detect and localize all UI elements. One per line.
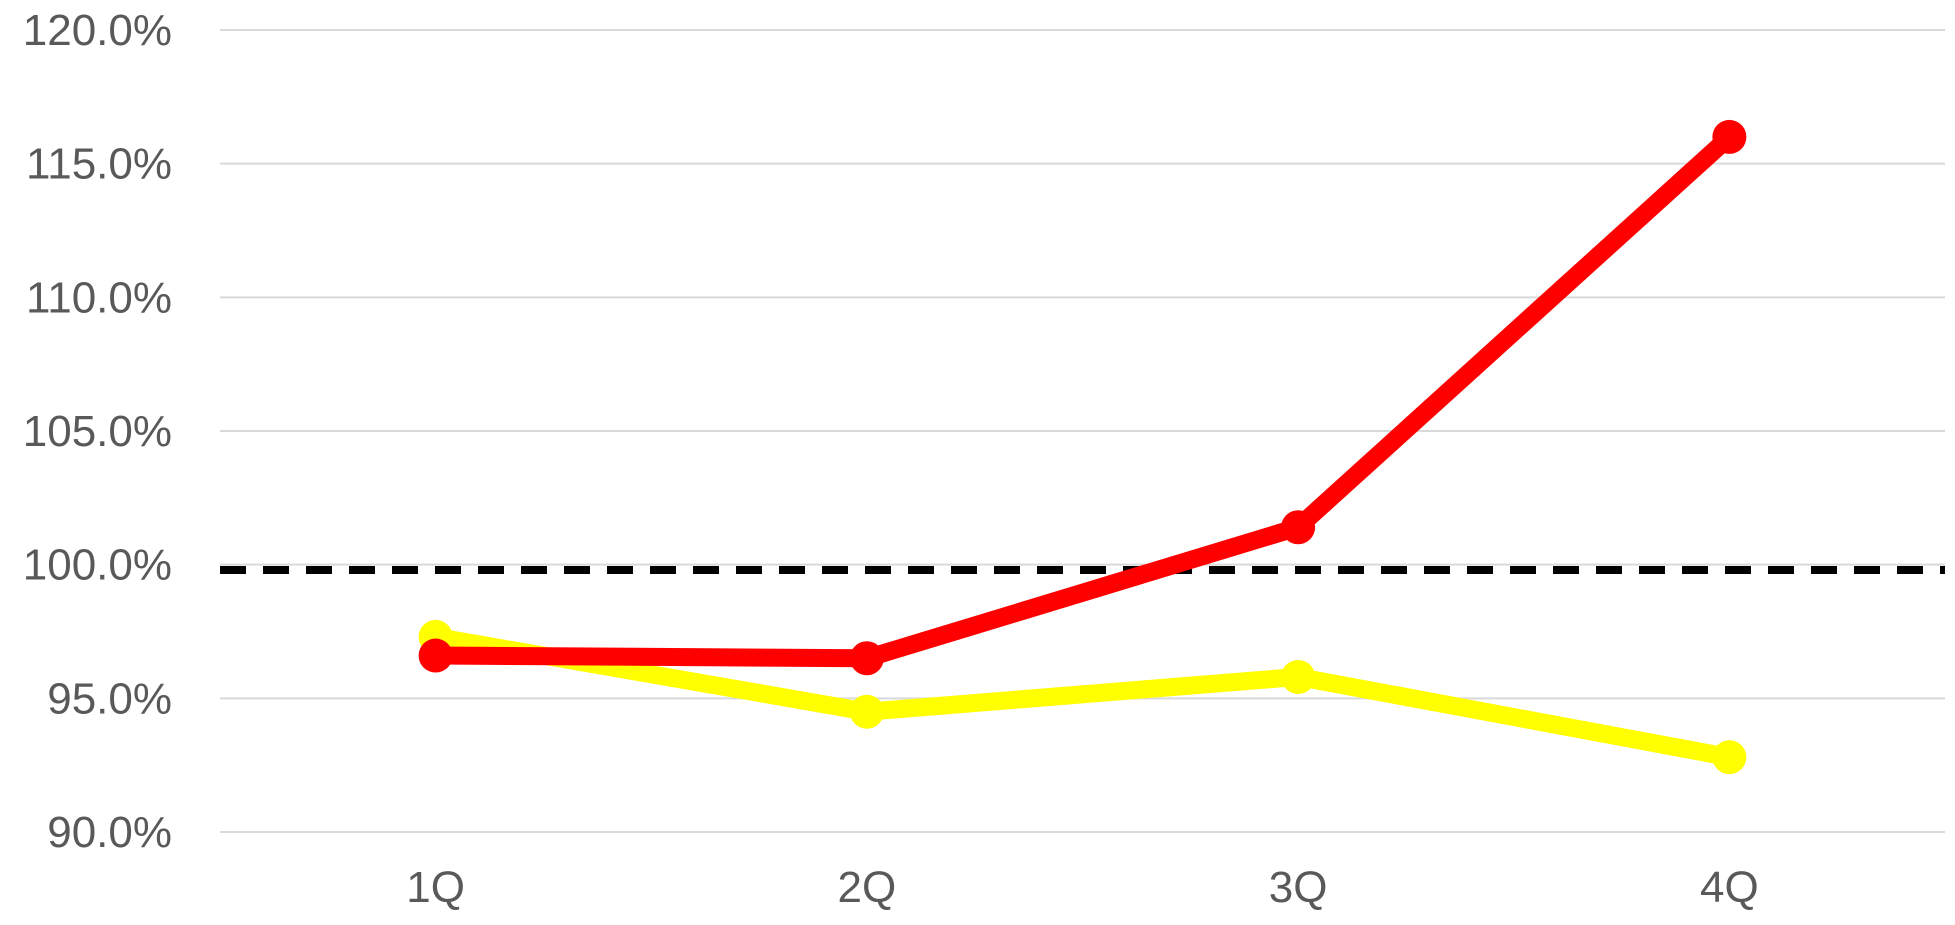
- y-tick-label: 90.0%: [47, 808, 172, 857]
- data-point: [1281, 510, 1316, 545]
- data-point: [1281, 659, 1316, 694]
- x-tick-label: 3Q: [1269, 863, 1328, 912]
- y-tick-label: 105.0%: [23, 407, 172, 456]
- x-tick-label: 2Q: [838, 863, 897, 912]
- data-point: [849, 641, 884, 676]
- series-line: [426, 127, 1739, 668]
- y-tick-label: 95.0%: [47, 674, 172, 723]
- y-tick-label: 120.0%: [23, 6, 172, 55]
- series-line: [426, 627, 1739, 767]
- series-group: [418, 119, 1747, 775]
- x-tick-label: 4Q: [1700, 863, 1759, 912]
- data-point: [1712, 740, 1747, 775]
- x-axis-tick-labels: 1Q 2Q 3Q 4Q: [406, 863, 1758, 912]
- y-tick-label: 115.0%: [26, 140, 172, 189]
- data-point: [418, 638, 453, 673]
- y-tick-label: 100.0%: [23, 541, 172, 590]
- y-axis-tick-labels: 90.0% 95.0% 100.0% 105.0% 110.0% 115.0% 120.0%: [23, 6, 172, 857]
- gridlines: [220, 29, 1945, 833]
- series-2: [418, 119, 1747, 676]
- series-1: [418, 619, 1747, 775]
- data-point: [849, 694, 884, 729]
- x-tick-label: 1Q: [406, 863, 465, 912]
- y-tick-label: 110.0%: [26, 273, 172, 322]
- data-point: [1712, 119, 1747, 154]
